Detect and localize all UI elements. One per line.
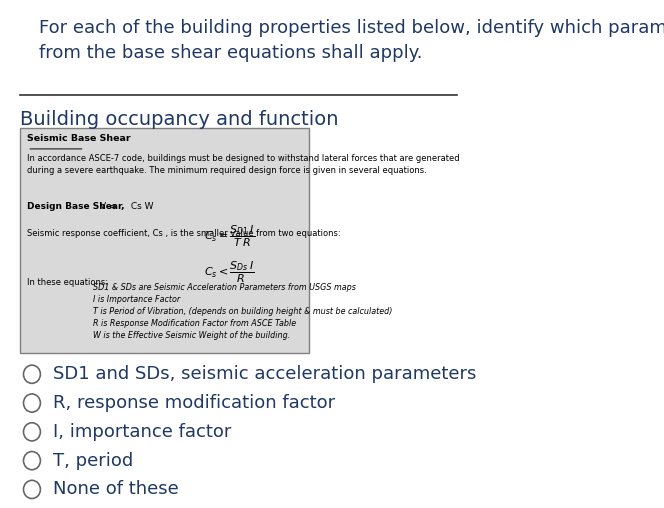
Circle shape [23,394,41,412]
Text: $C_s < \dfrac{S_{Ds}\,I}{R}$: $C_s < \dfrac{S_{Ds}\,I}{R}$ [203,260,254,285]
Text: Seismic Base Shear: Seismic Base Shear [27,134,131,143]
Text: For each of the building properties listed below, identify which parameter
from : For each of the building properties list… [39,19,664,62]
Text: R is Response Modification Factor from ASCE Table: R is Response Modification Factor from A… [93,319,296,328]
Text: SD1 & SDs are Seismic Acceleration Parameters from USGS maps: SD1 & SDs are Seismic Acceleration Param… [93,283,356,292]
Text: Seismic response coefficient, Cs , is the smaller value from two equations:: Seismic response coefficient, Cs , is th… [27,229,341,238]
Text: Building occupancy and function: Building occupancy and function [20,110,339,129]
Text: Design Base Shear,: Design Base Shear, [27,203,125,211]
Circle shape [23,365,41,384]
FancyBboxPatch shape [20,128,309,353]
Text: W is the Effective Seismic Weight of the building.: W is the Effective Seismic Weight of the… [93,331,290,340]
Text: I, importance factor: I, importance factor [53,423,232,441]
Text: T is Period of Vibration, (depends on building height & must be calculated): T is Period of Vibration, (depends on bu… [93,307,392,316]
Text: In these equations:: In these equations: [27,278,108,287]
Text: $C_s = \dfrac{S_{D1}\,I}{T\,R}$: $C_s = \dfrac{S_{D1}\,I}{T\,R}$ [203,224,255,249]
Circle shape [23,481,41,498]
Text: I is Importance Factor: I is Importance Factor [93,295,180,304]
Circle shape [23,452,41,470]
Text: In accordance ASCE-7 code, buildings must be designed to withstand lateral force: In accordance ASCE-7 code, buildings mus… [27,154,460,175]
Text: T, period: T, period [53,452,133,469]
Text: SD1 and SDs, seismic acceleration parameters: SD1 and SDs, seismic acceleration parame… [53,365,477,383]
Text: None of these: None of these [53,481,179,498]
Text: V =     Cs W: V = Cs W [100,203,153,211]
Circle shape [23,423,41,441]
Text: R, response modification factor: R, response modification factor [53,394,335,412]
